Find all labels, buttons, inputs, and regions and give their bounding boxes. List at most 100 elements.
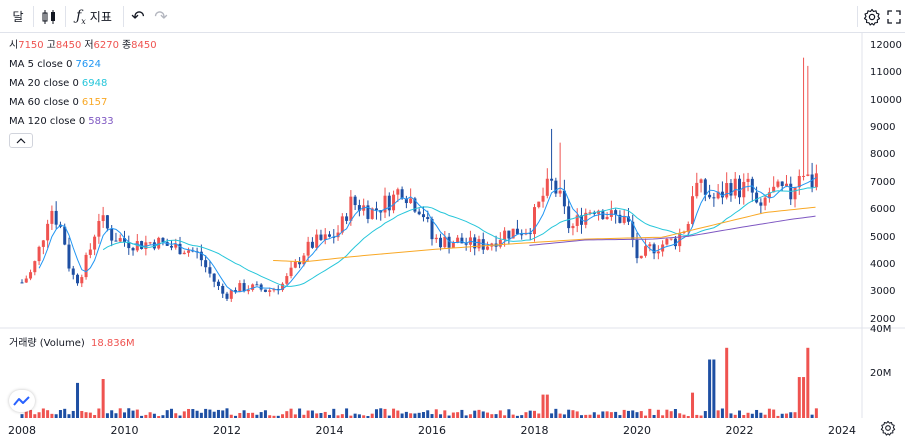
time-tick-label: 2024 — [828, 424, 856, 437]
volume-bar — [349, 415, 353, 418]
candle-body — [208, 267, 212, 274]
fullscreen-icon[interactable] — [884, 0, 904, 33]
candle-body — [152, 242, 156, 249]
volume-bar — [187, 408, 191, 418]
candle-body — [699, 179, 703, 183]
volume-bar — [678, 413, 682, 418]
candle-body — [41, 240, 45, 247]
volume-bar — [41, 408, 45, 418]
candle-body — [669, 238, 673, 240]
candle-body — [622, 216, 626, 223]
function-icon: ƒx — [76, 7, 86, 26]
volume-bar — [58, 410, 62, 418]
candle-body — [601, 210, 605, 220]
candle-body — [439, 237, 443, 248]
time-tick-label: 2018 — [520, 424, 549, 437]
ohlc-value: 8450 — [55, 40, 82, 51]
candle-body — [409, 198, 413, 204]
candle-body — [319, 234, 323, 240]
candle-body — [101, 215, 105, 222]
candle-body — [110, 228, 114, 241]
settings-gear-icon[interactable] — [860, 0, 884, 33]
volume-bar — [123, 412, 126, 418]
volume-chart[interactable] — [0, 328, 905, 418]
volume-bar — [780, 413, 784, 418]
candle-body — [763, 197, 767, 206]
price-chart[interactable] — [0, 33, 905, 329]
volume-bar — [656, 409, 660, 418]
candle-body — [460, 237, 464, 244]
time-tick-label: 2010 — [110, 424, 139, 437]
collapse-legend-button[interactable] — [9, 133, 33, 148]
candle-body — [387, 195, 391, 211]
candle-body — [281, 283, 285, 291]
candle-body — [105, 215, 109, 229]
candle-body — [767, 192, 771, 198]
volume-bar — [562, 414, 566, 418]
volume-bar — [644, 415, 648, 418]
volume-bar — [387, 415, 391, 418]
volume-bar — [140, 415, 144, 418]
volume-bar — [528, 410, 532, 418]
candle-body — [486, 246, 490, 250]
volume-bar — [272, 415, 276, 418]
axis-settings-gear-icon[interactable] — [880, 420, 898, 438]
volume-bar — [763, 414, 767, 418]
candle-body — [315, 234, 319, 248]
volume-bar — [691, 392, 695, 418]
candle-body — [349, 196, 353, 221]
volume-bar — [443, 410, 447, 418]
volume-bar — [84, 412, 88, 418]
ma20-legend: MA 20 close 0 6948 — [9, 78, 108, 89]
tradingview-logo[interactable] — [9, 390, 35, 412]
candle-body — [127, 242, 131, 249]
volume-bar — [746, 412, 750, 418]
candle-body — [802, 175, 806, 177]
ma20-line — [102, 186, 817, 287]
candle-body — [225, 293, 229, 299]
volume-bar — [776, 415, 780, 418]
candle-body — [374, 208, 378, 211]
candle-body — [263, 289, 267, 292]
candle-body — [695, 182, 699, 197]
volume-axis[interactable]: 40M 20M — [862, 324, 905, 418]
candle-body — [515, 228, 519, 235]
volume-bar — [306, 410, 310, 418]
price-axis[interactable]: 12000 11000 10000 9000 8000 7000 6000 5000 4000 3… — [862, 33, 905, 329]
ohlc-value: 7150 — [18, 40, 44, 51]
candle-body — [729, 183, 733, 196]
time-tick-label: 2014 — [315, 424, 344, 437]
candle-body — [383, 195, 387, 213]
undo-icon[interactable]: ↶ — [131, 7, 145, 26]
candle-body — [148, 242, 152, 244]
candle-body — [656, 251, 660, 254]
redo-icon[interactable]: ↷ — [154, 7, 168, 26]
volume-bar — [738, 410, 741, 418]
volume-bar — [161, 415, 165, 418]
interval-button[interactable]: 달 — [12, 10, 24, 24]
volume-bar — [118, 408, 122, 418]
volume-bar — [584, 414, 588, 418]
indicators-button[interactable]: ƒx 지표 — [67, 0, 121, 33]
chart-type-candles-icon[interactable] — [35, 0, 63, 33]
candle-body — [357, 205, 361, 211]
candle-body — [33, 261, 37, 273]
volume-bar — [396, 410, 400, 418]
volume-bar — [174, 413, 178, 418]
ma120-legend: MA 120 close 0 5833 — [9, 116, 114, 127]
candle-body — [54, 210, 58, 225]
volume-bar — [374, 409, 378, 418]
ohlc-value: 8450 — [131, 40, 157, 51]
volume-bar — [511, 414, 515, 418]
candle-body — [212, 273, 216, 282]
candle-body — [289, 267, 293, 277]
volume-bar — [430, 414, 434, 418]
volume-bar — [515, 415, 519, 418]
ma60-legend: MA 60 close 0 6157 — [9, 97, 108, 108]
volume-bar — [199, 412, 203, 418]
candle-body — [285, 276, 289, 284]
volume-bar — [71, 410, 75, 418]
ma5-legend: MA 5 close 0 7624 — [9, 59, 101, 70]
candle-body — [686, 223, 690, 232]
time-tick-label: 2020 — [623, 424, 651, 437]
